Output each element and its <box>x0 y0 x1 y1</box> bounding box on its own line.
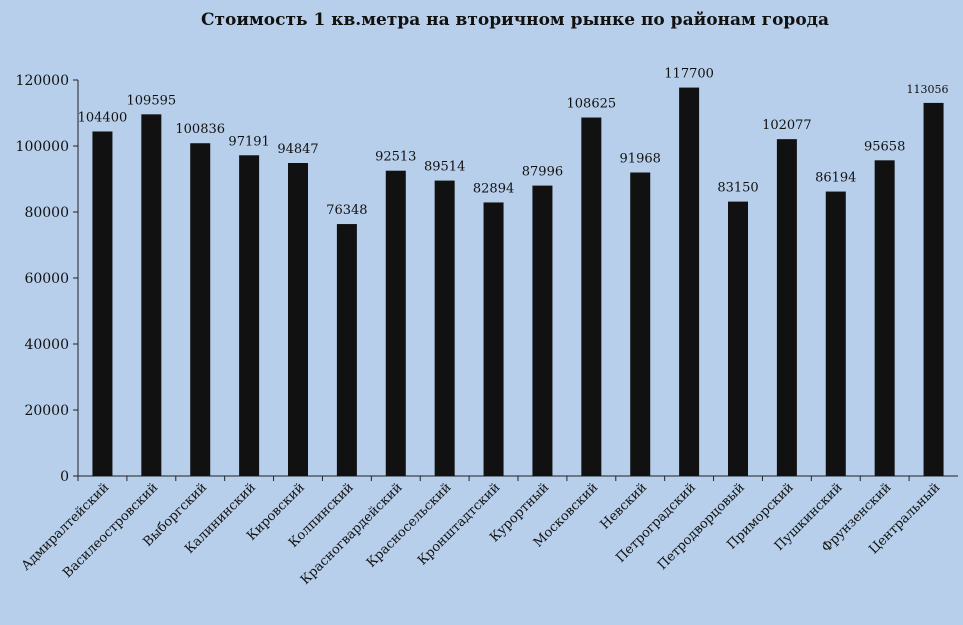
data-label: 86194 <box>815 171 856 186</box>
bar <box>141 114 162 477</box>
data-label: 83150 <box>717 181 758 196</box>
bar <box>679 87 700 476</box>
data-label: 97191 <box>228 134 269 149</box>
bar <box>288 163 308 477</box>
bar <box>825 191 846 476</box>
x-tick-label: Невский <box>598 480 650 532</box>
data-label: 94847 <box>277 142 318 157</box>
bar <box>630 172 651 476</box>
data-label: 100836 <box>175 122 225 137</box>
y-tick-label: 40000 <box>24 337 69 353</box>
x-tick-label: Василеостровский <box>60 480 161 581</box>
data-label: 89514 <box>424 160 465 175</box>
bar <box>874 160 895 476</box>
x-tick-label: Кронштадтский <box>415 480 503 568</box>
chart-title: Стоимость 1 кв.метра на вторичном рынке … <box>201 10 829 30</box>
data-label: 102077 <box>762 118 812 133</box>
data-label: 108625 <box>567 97 617 112</box>
data-label: 82894 <box>473 181 514 196</box>
data-label: 87996 <box>522 165 563 180</box>
bar <box>190 143 211 476</box>
x-tick-labels: АдмиралтейскийВасилеостровскийВыборгский… <box>19 480 944 588</box>
bar <box>239 155 260 476</box>
bar <box>581 117 602 476</box>
y-tick-label: 80000 <box>24 205 69 221</box>
data-label: 104400 <box>78 110 128 125</box>
axes: 0 20000 40000 60000 80000 100000 120000 <box>16 73 958 485</box>
bar <box>92 131 113 477</box>
data-label: 117700 <box>664 67 714 82</box>
y-tick-label: 0 <box>60 469 69 485</box>
x-tick-label: Адмиралтейский <box>19 480 113 574</box>
data-label: 91968 <box>620 152 661 167</box>
data-label: 113056 <box>907 83 949 96</box>
y-tick-label: 100000 <box>16 139 69 155</box>
bars <box>92 87 944 477</box>
bar <box>434 180 455 476</box>
x-tick-label: Петродворцовый <box>655 480 748 573</box>
data-label: 92513 <box>375 150 416 165</box>
bar <box>483 202 504 476</box>
bar <box>385 170 406 477</box>
bar <box>776 139 797 476</box>
bar <box>336 224 357 476</box>
y-tick-label: 120000 <box>16 73 69 89</box>
y-tick-label: 20000 <box>24 403 69 419</box>
bar <box>728 201 748 477</box>
x-tick-label: Красносельский <box>364 480 454 570</box>
data-label: 76348 <box>326 203 367 218</box>
data-label: 95658 <box>864 139 905 154</box>
bar <box>923 102 944 477</box>
bar <box>532 185 553 476</box>
data-label: 109595 <box>127 93 177 108</box>
y-tick-label: 60000 <box>24 271 69 287</box>
